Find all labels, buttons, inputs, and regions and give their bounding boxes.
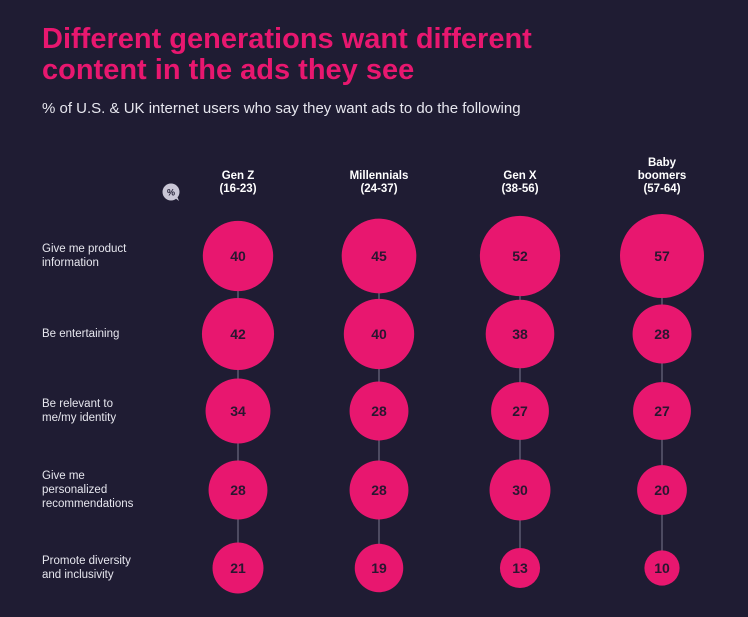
bubble-value-label: 30 (512, 482, 528, 498)
title-line-2: content in the ads they see (42, 54, 415, 86)
column-header-line: (38-56) (501, 183, 539, 195)
bubble (354, 543, 404, 593)
bubble (349, 460, 409, 520)
row-label: Give me personalized recommendations (42, 469, 192, 511)
row-label: Be entertaining (42, 327, 192, 341)
row-label-line: Promote diversity (42, 555, 131, 567)
row-label-line: recommendations (42, 498, 134, 510)
row-label-line: personalized (42, 484, 108, 496)
bubble (491, 382, 549, 440)
bubble-value-label: 34 (230, 403, 246, 419)
bubble (637, 465, 687, 515)
row-label: Give me product information (42, 242, 192, 270)
percent-icon-label: % (167, 188, 175, 198)
row-label-line: Give me product (42, 243, 127, 255)
bubble (489, 459, 551, 521)
bubble (485, 299, 555, 369)
row-label-line: Give me (42, 470, 85, 482)
bubble-value-label: 40 (371, 326, 387, 342)
chart-subtitle: % of U.S. & UK internet users who say th… (42, 100, 521, 117)
bubble (644, 550, 680, 586)
row-label-line: information (42, 257, 99, 269)
bubble-value-label: 40 (230, 248, 246, 264)
bubble-value-label: 45 (371, 248, 387, 264)
column-header-line: boomers (637, 170, 687, 182)
row-label-line: Be relevant to (42, 398, 113, 410)
column-header-line: (16-23) (219, 183, 257, 195)
column-header: Millennials (24-37) (324, 170, 434, 196)
bubble (208, 460, 268, 520)
bubble (349, 381, 409, 441)
bubble (632, 304, 692, 364)
column-header-line: Millennials (349, 170, 409, 182)
column-header-line: Gen Z (221, 170, 255, 182)
bubble-value-label: 27 (512, 403, 528, 419)
bubble (202, 220, 274, 292)
row-label-line: and inclusivity (42, 569, 114, 581)
bubble-value-label: 21 (230, 560, 246, 576)
bubble (212, 542, 264, 594)
row-label-line: Be entertaining (42, 328, 120, 340)
bubble (201, 297, 275, 371)
bubble-value-label: 57 (654, 248, 670, 264)
column-header: Baby boomers (57-64) (607, 157, 717, 196)
bubble-value-label: 42 (230, 326, 246, 342)
bubble-value-label: 52 (512, 248, 528, 264)
row-label: Be relevant to me/my identity (42, 397, 192, 425)
bubble (341, 218, 417, 294)
bubble-value-label: 27 (654, 403, 670, 419)
row-label-line: me/my identity (42, 412, 117, 424)
row-label: Promote diversity and inclusivity (42, 554, 192, 582)
bubble (499, 547, 541, 589)
bubble-value-label: 28 (371, 403, 387, 419)
bubble-value-label: 19 (371, 560, 387, 576)
bubble-value-label: 28 (654, 326, 670, 342)
column-header-line: Baby (647, 157, 677, 169)
bubble (205, 378, 271, 444)
bubble-value-label: 13 (512, 560, 528, 576)
bubble-value-label: 20 (654, 482, 670, 498)
bubble (633, 382, 691, 440)
bubble-value-label: 10 (654, 560, 670, 576)
bubble-value-label: 28 (230, 482, 246, 498)
column-header-line: Gen X (503, 170, 537, 182)
column-header: Gen Z (16-23) (183, 170, 293, 196)
column-header-line: (57-64) (643, 183, 681, 195)
column-header-line: (24-37) (360, 183, 398, 195)
bubble (479, 215, 561, 297)
title-line-1: Different generations want different (42, 23, 532, 55)
percent-icon: % (162, 183, 180, 201)
bubble (620, 214, 704, 298)
column-header: Gen X (38-56) (465, 170, 575, 196)
chart-title: Different generations want different con… (42, 24, 722, 86)
bubble (343, 298, 415, 370)
bubble-value-label: 28 (371, 482, 387, 498)
bubble-value-label: 38 (512, 326, 528, 342)
